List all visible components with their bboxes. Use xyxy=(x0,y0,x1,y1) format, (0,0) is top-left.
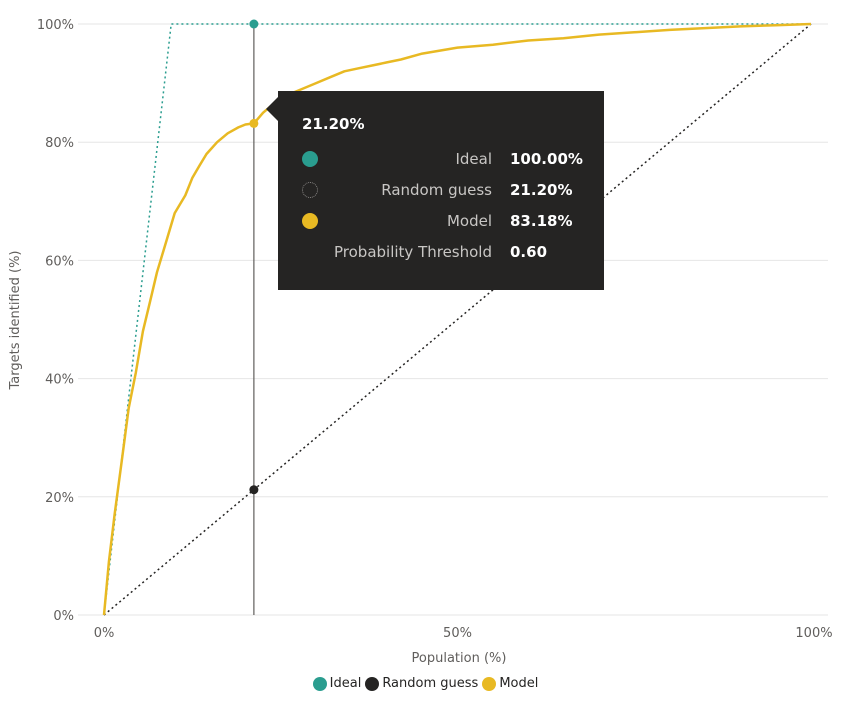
tooltip-header: 21.20% xyxy=(302,115,365,133)
tooltip-row-label: Random guess xyxy=(381,180,492,199)
tooltip-row-value: 21.20% xyxy=(510,180,573,199)
tooltip-row-model: Model 83.18% xyxy=(302,205,580,236)
highlight-point-random-guess[interactable] xyxy=(249,485,259,495)
teal-circle-icon xyxy=(312,676,327,691)
legend-item-model[interactable]: Model xyxy=(482,676,538,691)
highlight-points[interactable] xyxy=(249,19,259,495)
tooltip-row-value: 0.60 xyxy=(510,242,548,261)
yellow-circle-icon xyxy=(302,212,318,229)
x-tick-label: 50% xyxy=(443,626,472,641)
legend-label: Model xyxy=(499,676,539,691)
y-tick-label: 20% xyxy=(45,491,74,506)
series-line-ideal[interactable] xyxy=(103,23,811,616)
tooltip-row-ideal: Ideal 100.00% xyxy=(302,143,583,174)
y-tick-label: 40% xyxy=(45,373,74,388)
y-axis-title: Targets identified (%) xyxy=(8,250,23,390)
tooltip-row-probability-threshold: Probability Threshold 0.60 xyxy=(302,236,580,267)
black-circle-icon xyxy=(365,676,380,691)
teal-circle-icon xyxy=(302,150,318,167)
y-tick-label: 100% xyxy=(37,18,74,33)
tooltip-row-label: Model xyxy=(446,211,492,230)
highlight-point-model[interactable] xyxy=(249,118,259,128)
tooltip: 21.20% Ideal 100.00% Random guess 21.20%… xyxy=(266,91,604,290)
tooltip-row-value: 100.00% xyxy=(510,149,583,168)
dotted-circle-icon xyxy=(302,181,318,198)
tooltip-row-label: Ideal xyxy=(455,149,492,168)
tick-labels: 0% 20% 40% 60% 80% 100% 0% 50% 100% xyxy=(37,18,833,641)
tooltip-row-value: 83.18% xyxy=(510,211,573,230)
legend-item-random-guess[interactable]: Random guess xyxy=(365,676,478,691)
legend-label: Ideal xyxy=(329,676,362,691)
x-axis-title: Population (%) xyxy=(412,651,507,666)
y-tick-label: 80% xyxy=(45,136,74,151)
x-tick-label: 0% xyxy=(94,626,115,641)
x-tick-label: 100% xyxy=(795,626,832,641)
tooltip-row-random-guess: Random guess 21.20% xyxy=(302,174,580,205)
highlight-point-ideal[interactable] xyxy=(249,19,259,29)
blank-icon xyxy=(302,244,318,260)
y-tick-label: 0% xyxy=(53,609,74,624)
legend-label: Random guess xyxy=(382,676,479,691)
yellow-circle-icon xyxy=(482,676,497,691)
series-line-random-guess[interactable] xyxy=(103,23,812,616)
y-tick-label: 60% xyxy=(45,254,74,269)
legend-item-ideal[interactable]: Ideal xyxy=(312,676,362,691)
tooltip-row-label: Probability Threshold xyxy=(334,242,492,261)
legend: Ideal Random guess Model xyxy=(0,676,851,691)
